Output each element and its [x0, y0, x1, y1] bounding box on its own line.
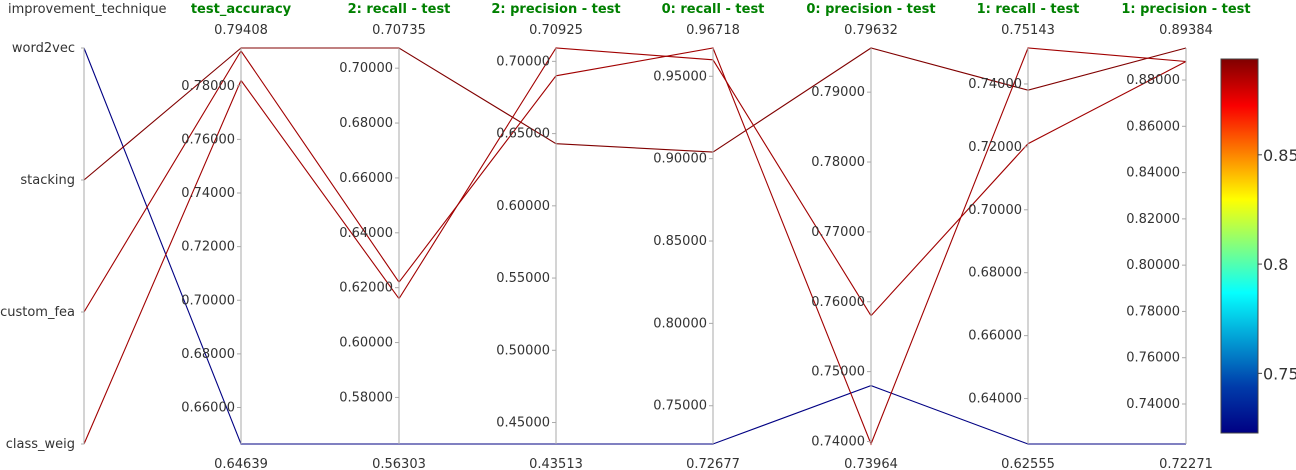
trace-lines [83, 47, 1187, 446]
range-min-label: 0.73964 [844, 457, 898, 470]
tick-label: 0.66000 [181, 401, 235, 416]
axis-test-accuracy: test_accuracy 0.79408 0.64639 0.66000 0.6800… [181, 2, 291, 470]
tick-label: 0.50000 [496, 343, 550, 358]
tick-label: 0.86000 [1126, 119, 1180, 134]
tick-label: 0.60000 [496, 199, 550, 214]
axis-title: 2: precision - test [491, 2, 620, 17]
tick-label: 0.64000 [968, 392, 1022, 407]
tick-label: 0.90000 [653, 152, 707, 167]
range-min-label: 0.56303 [372, 457, 426, 470]
tick-label: 0.74000 [1126, 397, 1180, 412]
tick-label: 0.70000 [496, 54, 550, 69]
tick-label: 0.66000 [968, 329, 1022, 344]
category-label: class_weig [6, 437, 75, 452]
range-min-label: 0.64639 [214, 457, 268, 470]
range-min-label: 0.62555 [1001, 457, 1055, 470]
range-min-label: 0.72271 [1159, 457, 1213, 470]
tick-label: 0.55000 [496, 271, 550, 286]
tick-label: 0.68000 [968, 266, 1022, 281]
tick-label: 0.77000 [811, 225, 865, 240]
axis-title: 2: recall - test [348, 2, 451, 17]
tick-label: 0.79000 [811, 85, 865, 100]
category-label: word2vec [12, 41, 75, 56]
tick-label: 0.76000 [811, 295, 865, 310]
axis-title: 1: recall - test [977, 2, 1080, 17]
tick-label: 0.75000 [811, 365, 865, 380]
axis-0-precision-test: 0: precision - test 0.79632 0.73964 0.74000… [806, 2, 935, 470]
trace-word2vec [83, 47, 1186, 445]
tick-label: 0.95000 [653, 69, 707, 84]
tick-label: 0.75000 [653, 399, 707, 414]
tick-label: 0.62000 [339, 281, 393, 296]
category-label: custom_fea [0, 305, 75, 320]
range-max-label: 0.70925 [529, 23, 583, 38]
range-max-label: 0.96718 [686, 23, 740, 38]
trace-class-weig [83, 47, 1187, 445]
tick-label: 0.70000 [968, 203, 1022, 218]
tick-label: 0.84000 [1126, 166, 1180, 181]
tick-label: 0.76000 [1126, 351, 1180, 366]
colorbar: 0.75 0.8 0.85 [1220, 58, 1296, 434]
trace-stacking [83, 47, 1187, 181]
colorbar-gradient [1220, 58, 1259, 434]
tick-label: 0.88000 [1126, 73, 1180, 88]
range-max-label: 0.89384 [1159, 23, 1213, 38]
tick-label: 0.74000 [968, 77, 1022, 92]
tick-label: 0.68000 [339, 116, 393, 131]
axis-title: 0: precision - test [806, 2, 935, 17]
colorbar-tick-label: 0.85 [1263, 146, 1296, 165]
axis-1-recall-test: 1: recall - test 0.75143 0.62555 0.64000 0.6… [968, 2, 1079, 470]
axis-title: improvement_technique [8, 2, 167, 17]
tick-label: 0.72000 [968, 140, 1022, 155]
tick-label: 0.66000 [339, 171, 393, 186]
tick-label: 0.78000 [811, 155, 865, 170]
tick-label: 0.76000 [181, 132, 235, 147]
tick-label: 0.45000 [496, 416, 550, 431]
range-max-label: 0.70735 [372, 23, 426, 38]
axis-title: 0: recall - test [662, 2, 765, 17]
tick-label: 0.74000 [181, 186, 235, 201]
tick-label: 0.64000 [339, 226, 393, 241]
colorbar-tick-label: 0.75 [1263, 364, 1296, 383]
trace-custom-fea [83, 47, 1187, 446]
category-label: stacking [20, 173, 75, 188]
tick-label: 0.78000 [1126, 304, 1180, 319]
tick-label: 0.60000 [339, 336, 393, 351]
tick-label: 0.72000 [181, 240, 235, 255]
tick-label: 0.70000 [339, 61, 393, 76]
tick-label: 0.65000 [496, 127, 550, 142]
tick-label: 0.80000 [653, 316, 707, 331]
range-max-label: 0.75143 [1001, 23, 1055, 38]
range-min-label: 0.43513 [529, 457, 583, 470]
axis-title: test_accuracy [191, 2, 292, 17]
axis-1-precision-test: 1: precision - test 0.89384 0.72271 0.74000… [1121, 2, 1250, 470]
range-max-label: 0.79408 [214, 23, 268, 38]
axis-title: 1: precision - test [1121, 2, 1250, 17]
axis-improvement-technique: improvement_technique word2vec stacking cus… [0, 2, 166, 452]
tick-label: 0.78000 [181, 79, 235, 94]
tick-label: 0.58000 [339, 390, 393, 405]
range-max-label: 0.79632 [844, 23, 898, 38]
axis-2-precision-test: 2: precision - test 0.70925 0.43513 0.45000… [491, 2, 620, 470]
axis-2-recall-test: 2: recall - test 0.70735 0.56303 0.58000 0.6… [339, 2, 450, 470]
tick-label: 0.70000 [181, 293, 235, 308]
tick-label: 0.68000 [181, 347, 235, 362]
tick-label: 0.80000 [1126, 258, 1180, 273]
colorbar-tick-label: 0.8 [1263, 255, 1288, 274]
tick-label: 0.85000 [653, 234, 707, 249]
tick-label: 0.74000 [811, 434, 865, 449]
axis-0-recall-test: 0: recall - test 0.96718 0.72677 0.75000 0.8… [653, 2, 764, 470]
tick-label: 0.82000 [1126, 212, 1180, 227]
range-min-label: 0.72677 [686, 457, 740, 470]
axes: improvement_technique word2vec stacking cus… [0, 2, 1251, 470]
